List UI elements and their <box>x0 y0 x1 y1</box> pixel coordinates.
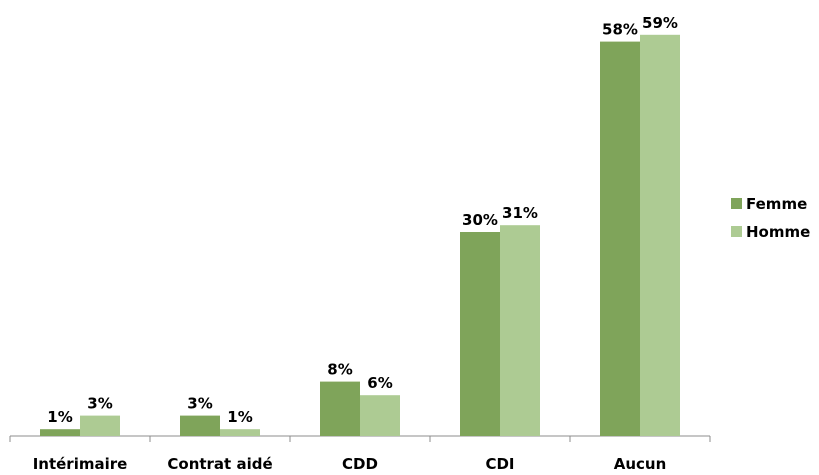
x-tick-label: Intérimaire <box>33 455 128 473</box>
bar-femme <box>40 429 80 436</box>
data-label: 1% <box>227 408 252 426</box>
bar-homme <box>500 225 540 436</box>
data-label: 3% <box>187 395 212 413</box>
x-tick-label: CDD <box>342 455 378 473</box>
legend-label-homme: Homme <box>746 223 810 241</box>
data-label: 58% <box>602 21 638 39</box>
data-label: 3% <box>87 395 112 413</box>
legend-swatch-homme <box>731 226 742 237</box>
bar-femme <box>320 381 360 436</box>
legend-label-femme: Femme <box>746 195 807 213</box>
bar-femme <box>460 232 500 436</box>
data-label: 30% <box>462 211 498 229</box>
x-tick-label: Aucun <box>614 455 667 473</box>
data-label: 6% <box>367 374 392 392</box>
data-label: 8% <box>327 361 352 379</box>
x-tick-label: Contrat aidé <box>167 455 272 473</box>
data-label: 59% <box>642 14 678 32</box>
bar-homme <box>80 415 120 436</box>
data-label: 1% <box>47 408 72 426</box>
bar-homme <box>220 429 260 436</box>
bar-femme <box>600 41 640 436</box>
bar-femme <box>180 415 220 436</box>
bar-homme <box>360 395 400 436</box>
data-label: 31% <box>502 204 538 222</box>
legend-swatch-femme <box>731 198 742 209</box>
bar-homme <box>640 34 680 437</box>
x-tick-label: CDI <box>485 455 514 473</box>
